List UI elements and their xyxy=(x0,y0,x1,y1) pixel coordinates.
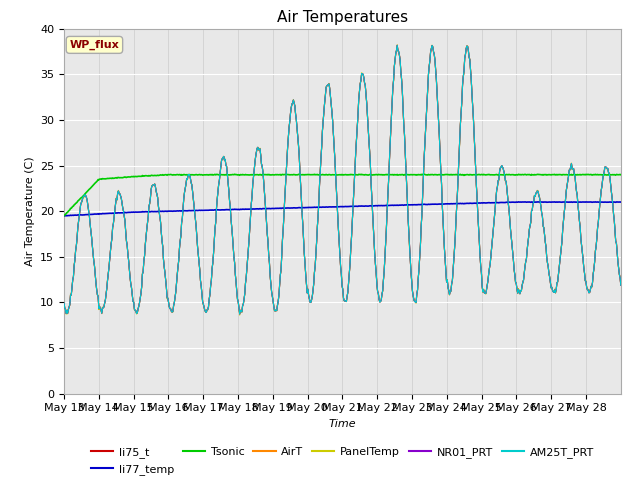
AM25T_PRT xyxy=(433,77,440,83)
X-axis label: Time: Time xyxy=(328,419,356,429)
li75_t xyxy=(401,149,409,155)
Legend: li75_t, li77_temp, Tsonic, AirT, PanelTemp, NR01_PRT, AM25T_PRT: li75_t, li77_temp, Tsonic, AirT, PanelTe… xyxy=(86,443,598,479)
Tsonic xyxy=(228,172,236,178)
AM25T_PRT xyxy=(277,267,285,273)
PanelTemp xyxy=(401,149,409,155)
li77_temp xyxy=(126,210,134,216)
Line: PanelTemp: PanelTemp xyxy=(64,45,621,315)
Tsonic xyxy=(60,213,68,218)
AirT xyxy=(256,146,264,152)
NR01_PRT xyxy=(125,266,133,272)
Y-axis label: Air Temperature (C): Air Temperature (C) xyxy=(24,156,35,266)
NR01_PRT xyxy=(277,267,285,273)
AirT xyxy=(617,282,625,288)
Line: li75_t: li75_t xyxy=(64,46,621,314)
li77_temp xyxy=(228,206,236,212)
Tsonic xyxy=(432,172,440,178)
Tsonic xyxy=(255,172,263,178)
Tsonic xyxy=(400,172,408,178)
Line: AirT: AirT xyxy=(64,46,621,314)
AirT xyxy=(236,311,243,317)
NR01_PRT xyxy=(401,149,409,155)
li77_temp xyxy=(256,206,264,212)
NR01_PRT xyxy=(236,311,243,317)
li75_t xyxy=(256,146,264,152)
NR01_PRT xyxy=(228,224,236,230)
PanelTemp xyxy=(125,266,133,272)
Line: li77_temp: li77_temp xyxy=(64,202,621,216)
PanelTemp xyxy=(60,300,68,306)
AM25T_PRT xyxy=(256,146,264,152)
Tsonic xyxy=(125,174,133,180)
Tsonic xyxy=(617,172,625,178)
AirT xyxy=(125,266,133,272)
li75_t xyxy=(433,77,440,83)
li75_t xyxy=(394,43,401,48)
Line: NR01_PRT: NR01_PRT xyxy=(64,46,621,314)
PanelTemp xyxy=(433,77,440,83)
AM25T_PRT xyxy=(228,224,236,230)
PanelTemp xyxy=(256,145,264,151)
li77_temp xyxy=(277,205,285,211)
PanelTemp xyxy=(617,282,625,288)
NR01_PRT xyxy=(433,77,440,83)
Tsonic xyxy=(276,171,284,177)
PanelTemp xyxy=(236,312,243,318)
NR01_PRT xyxy=(394,43,401,48)
li75_t xyxy=(617,282,625,288)
AirT xyxy=(228,224,236,230)
li77_temp xyxy=(515,199,522,205)
li77_temp xyxy=(617,199,625,205)
li77_temp xyxy=(62,213,70,219)
AM25T_PRT xyxy=(125,266,133,272)
li75_t xyxy=(236,311,243,317)
AM25T_PRT xyxy=(617,282,625,288)
NR01_PRT xyxy=(60,300,68,306)
AM25T_PRT xyxy=(394,43,401,48)
li77_temp xyxy=(432,201,440,207)
AirT xyxy=(277,267,285,273)
li77_temp xyxy=(401,202,408,208)
li75_t xyxy=(228,224,236,230)
AM25T_PRT xyxy=(236,311,243,317)
li75_t xyxy=(125,266,133,272)
AirT xyxy=(394,43,401,48)
PanelTemp xyxy=(394,42,401,48)
NR01_PRT xyxy=(617,282,625,288)
PanelTemp xyxy=(228,224,236,230)
AirT xyxy=(401,149,409,155)
AM25T_PRT xyxy=(60,300,68,306)
li75_t xyxy=(60,300,68,306)
li75_t xyxy=(277,267,285,273)
AirT xyxy=(433,77,440,83)
li77_temp xyxy=(60,213,68,218)
Text: WP_flux: WP_flux xyxy=(70,40,119,50)
NR01_PRT xyxy=(256,146,264,152)
AM25T_PRT xyxy=(401,149,409,155)
Tsonic xyxy=(420,171,428,177)
Line: AM25T_PRT: AM25T_PRT xyxy=(64,46,621,314)
PanelTemp xyxy=(277,268,285,274)
Title: Air Temperatures: Air Temperatures xyxy=(277,10,408,25)
Line: Tsonic: Tsonic xyxy=(64,174,621,216)
AirT xyxy=(60,300,68,306)
